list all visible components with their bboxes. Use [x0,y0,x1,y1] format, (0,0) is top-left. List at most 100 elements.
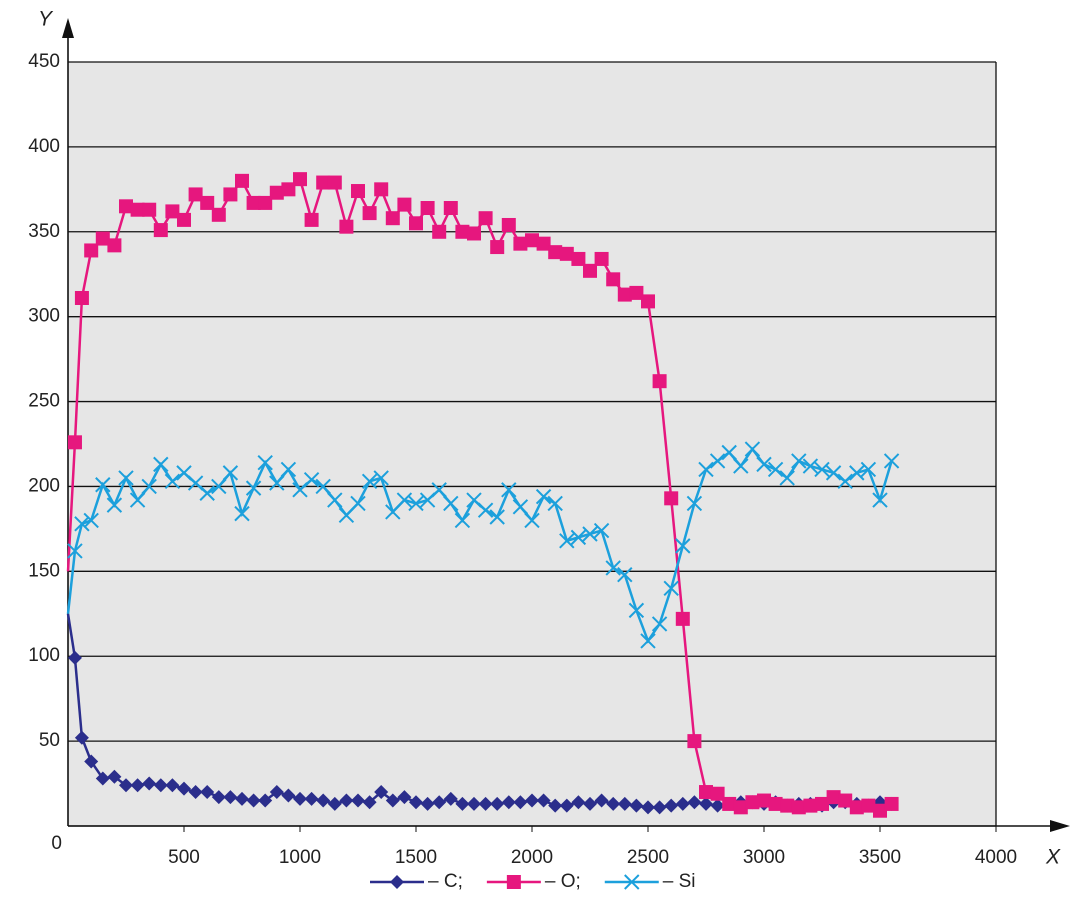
data-point [67,650,82,665]
data-point [200,195,215,210]
data-point [269,185,284,200]
data-point [67,435,82,450]
legend-label: – O; [545,871,581,892]
data-point [467,796,481,811]
data-point [327,175,342,190]
data-point [652,374,667,389]
x-tick-label: 2000 [511,847,553,868]
data-point [779,470,795,486]
data-point [455,224,470,239]
data-point [710,786,725,801]
data-point [303,471,320,488]
data-point [559,798,574,813]
y-tick-label: 350 [28,221,60,242]
data-point [838,793,853,808]
data-point [722,796,737,811]
y-axis-arrow [62,18,74,38]
data-point [188,187,203,202]
data-point [582,526,598,542]
data-point [165,778,180,793]
data-point [164,473,181,490]
data-point [95,771,110,786]
data-point [199,485,215,501]
data-point [269,475,285,491]
data-point [548,798,563,813]
data-point [513,236,528,251]
data-point [709,453,726,469]
data-point [593,522,610,539]
data-point [524,512,540,529]
data-point [397,197,412,212]
data-point [825,465,842,481]
data-point [583,796,597,811]
data-point [583,263,597,278]
data-point [84,754,99,769]
data-point [767,461,784,478]
data-point [177,212,191,227]
data-point [455,796,470,811]
data-point [74,730,89,745]
data-point [443,791,458,806]
data-point [95,231,110,246]
data-point [408,495,424,512]
data-point [409,795,423,810]
data-point [745,795,760,810]
y-tick-label: 250 [28,391,60,412]
data-point [315,478,331,495]
data-point [361,473,378,490]
data-point [316,793,331,808]
data-point [536,793,551,808]
data-point [431,482,447,498]
data-point [420,796,435,811]
data-point [338,507,355,524]
data-point [397,790,412,805]
data-point [548,245,563,260]
legend-marker [624,874,640,890]
data-point [130,202,145,217]
data-point [559,246,574,261]
plot-area [68,62,996,826]
data-point [721,444,737,461]
data-point [710,798,725,813]
data-point [432,224,447,239]
x-tick-label: 4000 [975,847,1017,868]
data-point [374,785,389,800]
data-point [559,533,575,549]
data-point [245,480,262,496]
data-point [222,465,239,481]
data-point [594,251,609,266]
data-point [385,211,400,226]
data-point [130,778,145,793]
data-point [119,199,133,214]
data-point [641,294,655,309]
y-tick-label: 50 [39,730,60,751]
data-point [699,785,713,800]
data-point [223,187,238,202]
data-point [211,207,226,222]
data-point [815,796,829,811]
data-point [74,516,90,532]
data-point [849,800,864,815]
data-point [664,798,679,813]
data-point [304,212,319,227]
data-point [733,800,748,815]
x-tick-label: 1500 [395,847,437,868]
data-point [142,776,157,791]
data-point [570,529,587,546]
data-point [467,226,481,241]
data-point [629,285,644,300]
data-point [200,785,215,800]
data-point [512,499,529,515]
y-tick-label: 200 [28,475,60,496]
data-point [153,456,169,473]
data-point [525,233,539,248]
data-point [211,790,226,805]
data-point [107,769,122,784]
data-point [780,798,795,813]
data-point [617,567,633,583]
data-point [640,633,656,649]
data-point [188,785,203,800]
data-point [663,580,679,597]
data-point [280,461,297,478]
